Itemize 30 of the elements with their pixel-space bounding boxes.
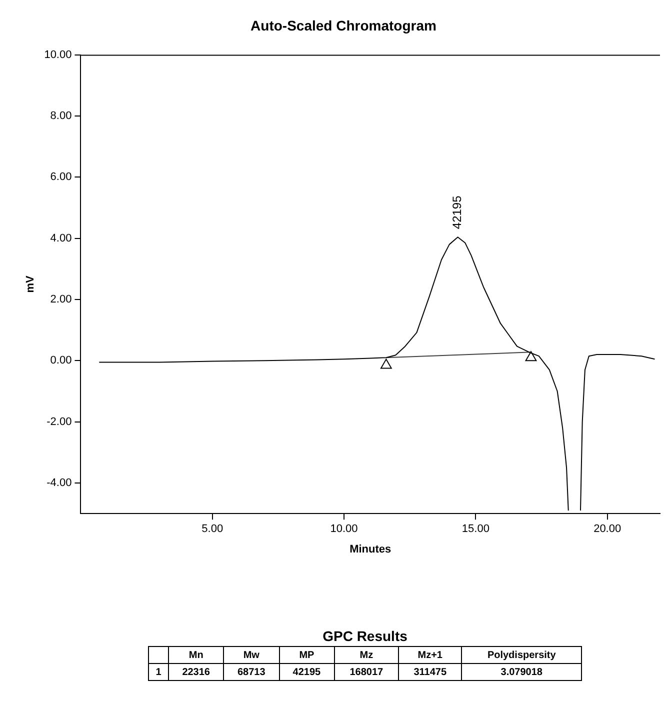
category-label: Mz <box>334 646 398 664</box>
data-label: 168017 <box>334 664 398 680</box>
category-label: MP <box>279 646 334 664</box>
data-label: 22316 <box>168 664 224 680</box>
y-tick-label: 6.00 <box>50 171 72 184</box>
x-tick-label: 10.00 <box>330 523 358 536</box>
y-axis-title: mV <box>24 274 37 293</box>
chart-title: Auto-Scaled Chromatogram <box>250 17 436 34</box>
annotation: 42195 <box>450 195 464 230</box>
category-label: Polydispersity <box>462 646 582 664</box>
data-label: 3.079018 <box>462 664 582 680</box>
category-label: Mw <box>224 646 280 664</box>
y-tick-label: 10.00 <box>44 48 72 61</box>
y-tick-label: -2.00 <box>46 416 72 428</box>
data-label: 311475 <box>398 664 462 680</box>
x-axis-title: Minutes <box>350 543 392 556</box>
text: GPC Results <box>322 628 408 644</box>
x-tick-label: 5.00 <box>202 523 224 536</box>
y-tick-label: 2.00 <box>50 294 72 306</box>
text: 1 <box>148 664 168 680</box>
category-label: Mn <box>168 646 224 664</box>
category-label: Mz+1 <box>398 646 462 664</box>
x-tick-label: 15.00 <box>462 523 490 536</box>
data-label: 42195 <box>279 664 334 680</box>
y-tick-label: 0.00 <box>50 354 72 367</box>
y-tick-label: 8.00 <box>50 110 72 122</box>
y-tick-label: -4.00 <box>46 477 72 490</box>
y-tick-label: 4.00 <box>50 232 72 244</box>
data-label: 68713 <box>224 664 280 680</box>
x-tick-label: 20.00 <box>594 523 622 536</box>
